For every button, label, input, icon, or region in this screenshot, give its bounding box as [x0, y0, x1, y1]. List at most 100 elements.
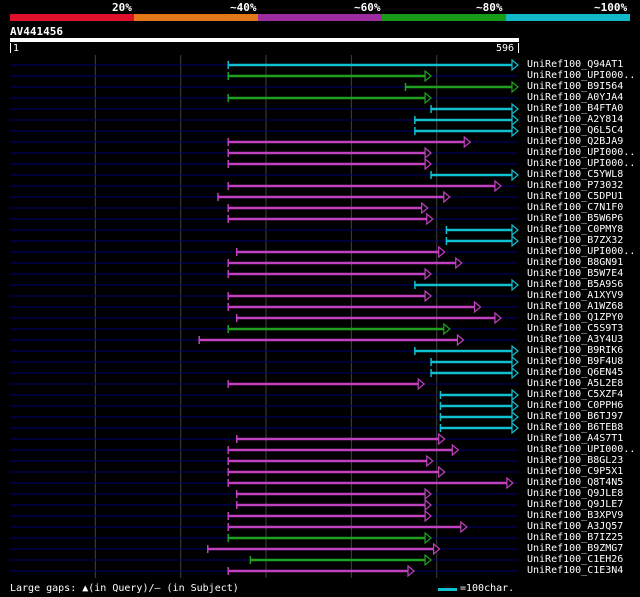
hit-arrow: [511, 80, 519, 94]
hit-label[interactable]: UniRef100_B8GL23: [527, 455, 624, 466]
hit-label[interactable]: UniRef100_B9F4U8: [527, 356, 624, 367]
hit-label[interactable]: UniRef100_A0YJA4: [527, 92, 624, 103]
hit-arrow: [438, 245, 446, 259]
hit-arrow: [424, 69, 432, 83]
legend-bar-red: [10, 14, 134, 21]
hit-label[interactable]: UniRef100_Q6L5C4: [527, 125, 624, 136]
hit-arrow: [511, 168, 519, 182]
hit-label[interactable]: UniRef100_Q2BJA9: [527, 136, 624, 147]
hit-label[interactable]: UniRef100_A1XYV9: [527, 290, 624, 301]
hit-label[interactable]: UniRef100_C0PPH6: [527, 400, 624, 411]
hit-label[interactable]: UniRef100_C1EH26: [527, 554, 624, 565]
hit-label[interactable]: UniRef100_Q9JLE8: [527, 488, 624, 499]
ruler-end-label: 596: [496, 43, 515, 54]
hit-arrow: [424, 498, 432, 512]
hit-label[interactable]: UniRef100_C9P5X1: [527, 466, 624, 477]
hit-arrow: [511, 278, 519, 292]
hit-label[interactable]: UniRef100_A3Y4U3: [527, 334, 624, 345]
hit-label[interactable]: UniRef100_A1WZ68: [527, 301, 624, 312]
hit-label[interactable]: UniRef100_B9ZMG7: [527, 543, 624, 554]
legend-label-20: 20%: [112, 1, 132, 14]
hit-label[interactable]: UniRef100_B5W7E4: [527, 268, 624, 279]
hit-label[interactable]: UniRef100_B3XPV9: [527, 510, 624, 521]
hit-label[interactable]: UniRef100_B5A9S6: [527, 279, 624, 290]
hit-label[interactable]: UniRef100_B9RIK6: [527, 345, 624, 356]
hit-label[interactable]: UniRef100_Q8T4N5: [527, 477, 624, 488]
hit-arrow: [424, 267, 432, 281]
hit-arrow: [451, 443, 460, 457]
hit-arrow: [494, 179, 502, 193]
hit-label[interactable]: UniRef100_UPI000..: [527, 70, 636, 81]
hit-arrow: [443, 322, 451, 336]
hit-arrow: [417, 377, 426, 391]
hit-arrow: [511, 366, 519, 380]
hit-arrow: [426, 212, 434, 226]
hit-label[interactable]: UniRef100_B7IZ25: [527, 532, 624, 543]
scale-bar: [438, 588, 457, 591]
hit-arrow: [511, 234, 519, 248]
hit-arrow: [511, 421, 519, 435]
hit-arrow: [438, 465, 446, 479]
hit-label[interactable]: UniRef100_A5L2E8: [527, 378, 624, 389]
hit-label[interactable]: UniRef100_A4S7T1: [527, 433, 624, 444]
hit-arrow: [511, 102, 519, 116]
hit-arrow: [511, 399, 519, 413]
hit-label[interactable]: UniRef100_C0PMY8: [527, 224, 624, 235]
ruler-start-tick: [10, 43, 11, 53]
hit-arrow: [511, 124, 519, 138]
scale-text: =100char.: [460, 583, 515, 594]
hit-label[interactable]: UniRef100_B6TEB8: [527, 422, 624, 433]
hit-arrow: [424, 531, 432, 545]
hit-label[interactable]: UniRef100_B5W6P6: [527, 213, 624, 224]
hit-label[interactable]: UniRef100_B7ZX32: [527, 235, 624, 246]
hit-label[interactable]: UniRef100_P73032: [527, 180, 624, 191]
hit-arrow: [424, 157, 432, 171]
hit-arrow: [424, 509, 432, 523]
hit-arrow: [473, 300, 482, 314]
hit-label[interactable]: UniRef100_UPI000..: [527, 444, 636, 455]
hit-label[interactable]: UniRef100_C5S9T3: [527, 323, 624, 334]
hit-arrow: [432, 542, 441, 556]
hit-label[interactable]: UniRef100_Q9JLE7: [527, 499, 624, 510]
query-ruler: [10, 38, 519, 42]
hit-label[interactable]: UniRef100_UPI000..: [527, 158, 636, 169]
hit-arrow: [463, 135, 472, 149]
hit-label[interactable]: UniRef100_C1E3N4: [527, 565, 624, 576]
hit-arrow: [460, 520, 468, 534]
hit-label[interactable]: UniRef100_C7N1F0: [527, 202, 624, 213]
hit-arrow: [426, 454, 434, 468]
hit-label[interactable]: UniRef100_B4FTA0: [527, 103, 624, 114]
hit-arrow: [424, 553, 432, 567]
scale-label: =100char.: [460, 583, 514, 594]
hit-arrow: [455, 256, 463, 270]
hit-label[interactable]: UniRef100_Q1ZPY0: [527, 312, 624, 323]
hit-label[interactable]: UniRef100_Q94AT1: [527, 59, 624, 70]
hit-arrow: [511, 355, 519, 369]
hit-label[interactable]: UniRef100_A2Y814: [527, 114, 624, 125]
hit-label[interactable]: UniRef100_B9I564: [527, 81, 624, 92]
legend-label-80: ~80%: [476, 1, 503, 14]
hit-arrow: [511, 223, 519, 237]
hit-label[interactable]: UniRef100_B6TJ97: [527, 411, 624, 422]
hit-arrow: [456, 333, 465, 347]
query-name: AV441456: [10, 25, 63, 38]
hit-label[interactable]: UniRef100_A3JQ57: [527, 521, 624, 532]
hit-label[interactable]: UniRef100_B8GN91: [527, 257, 624, 268]
hit-arrow: [511, 58, 519, 72]
legend-label-100: ~100%: [594, 1, 628, 14]
legend-bar-purple: [258, 14, 382, 21]
hit-label[interactable]: UniRef100_C5XZF4: [527, 389, 624, 400]
hit-label[interactable]: UniRef100_C5YWL8: [527, 169, 624, 180]
hit-arrow: [407, 564, 415, 578]
hit-label[interactable]: UniRef100_C5DPU1: [527, 191, 624, 202]
hit-label[interactable]: UniRef100_UPI000..: [527, 147, 636, 158]
hit-label[interactable]: UniRef100_Q6EN45: [527, 367, 624, 378]
hit-arrow: [494, 311, 502, 325]
hit-label[interactable]: UniRef100_UPI000..: [527, 246, 636, 257]
hit-arrow: [506, 476, 514, 490]
hit-arrow: [424, 289, 432, 303]
hit-arrow: [424, 91, 432, 105]
legend-bar-green: [382, 14, 506, 21]
legend-label-60: ~60%: [354, 1, 381, 14]
